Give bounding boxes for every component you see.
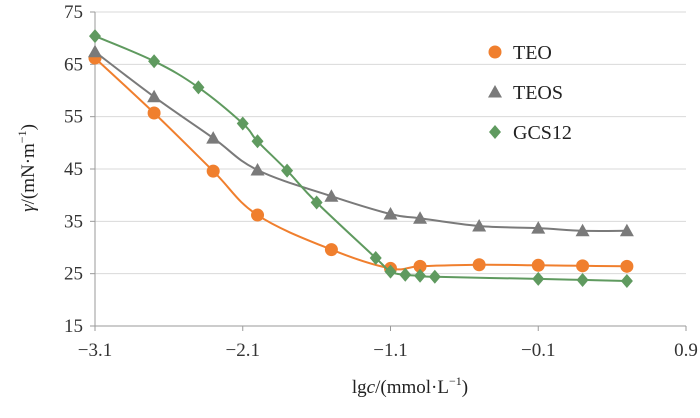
x-axis-title-italic: c [367,377,376,398]
data-point-gcs12 [192,80,205,95]
legend-item-gcs12: GCS12 [489,122,572,144]
data-point-gcs12 [414,268,427,283]
y-tick-labels: 15 25 35 45 55 65 75 [64,2,95,337]
data-point-teos [472,219,487,232]
x-tick-label: −3.1 [78,340,112,361]
legend-label-teo: TEO [513,42,552,64]
x-axis-title-unit: /(mmol·L [375,377,449,398]
data-point-teos [250,163,265,176]
y-tick-label: 75 [64,2,83,23]
y-tick-label: 25 [64,264,83,285]
data-point-teo [576,259,590,273]
x-tick-label: −0.1 [521,340,555,361]
series-gcs12 [89,29,633,288]
data-point-teo [472,258,486,272]
data-point-teos [383,207,398,220]
data-point-gcs12 [89,29,101,44]
y-axis-title-close: ) [18,124,39,130]
legend-label-gcs12: GCS12 [513,122,572,144]
data-point-teos [619,223,634,237]
data-point-teo [147,106,161,120]
data-point-teos [324,189,339,202]
y-axis-title: γ/(mN·m−1) [15,124,39,212]
data-point-teos [147,89,162,103]
gridlines [95,11,686,275]
data-point-teo [206,164,220,178]
data-point-gcs12 [281,163,294,178]
x-tick-label: −2.1 [226,340,260,361]
data-point-gcs12 [399,267,412,282]
data-point-gcs12 [310,195,323,210]
series [88,29,634,288]
series-line-gcs12 [94,35,627,282]
legend-item-teos: TEOS [488,82,563,104]
x-axis-title: lgc/(mmol·L−1) [352,374,468,398]
data-point-gcs12 [369,250,382,265]
legend-label-teos: TEOS [513,82,563,104]
data-point-teo [620,259,634,273]
y-axis-title-italic: γ [18,204,39,212]
x-tick-labels: −3.1 −2.1 −1.1 −0.1 0.9 [78,326,698,361]
data-point-gcs12 [532,271,545,286]
data-point-gcs12 [428,269,441,284]
y-tick-label: 35 [64,211,83,232]
data-point-teo [413,259,427,273]
y-tick-label: 45 [64,159,83,180]
data-point-teo [324,243,338,257]
x-axis-title-sup: −1 [449,374,462,388]
y-axis-title-sup: −1 [15,130,29,143]
legend-marker-gcs12 [489,125,501,139]
x-axis-title-main: lg [352,377,367,398]
data-point-teo [251,208,265,222]
x-axis-title-close: ) [462,377,468,398]
y-tick-label: 55 [64,107,83,128]
data-point-gcs12 [236,116,249,131]
x-tick-label: −1.1 [373,340,407,361]
data-point-teos [88,44,102,58]
data-point-gcs12 [620,273,633,288]
data-point-teos [531,221,546,234]
data-point-teo [531,258,545,272]
y-axis-title-unit: /(mN·m [18,143,39,204]
series-line-teo [94,57,627,271]
y-tick-label: 65 [64,54,83,75]
data-point-gcs12 [576,272,589,287]
data-point-teos [413,211,428,224]
x-tick-label: 0.9 [674,340,698,361]
legend: TEO TEOS GCS12 [488,42,572,144]
series-teos [88,44,634,237]
data-point-gcs12 [148,54,161,69]
legend-marker-teos [488,85,502,98]
data-point-teos [206,131,221,144]
legend-marker-teo [488,45,502,59]
data-point-teos [575,223,590,237]
y-tick-label: 15 [64,316,83,337]
legend-item-teo: TEO [488,42,552,64]
data-point-gcs12 [384,264,397,279]
data-point-gcs12 [251,134,264,149]
